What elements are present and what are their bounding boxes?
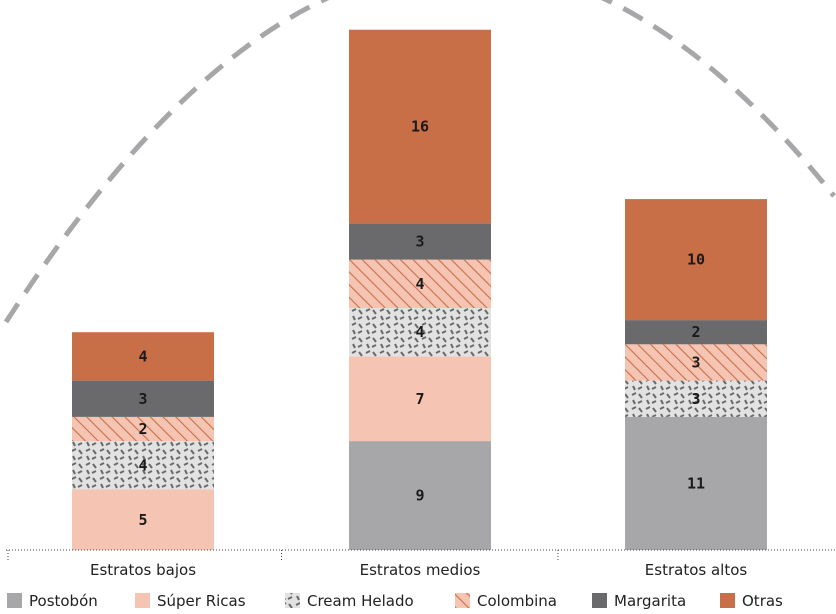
bar-estratos-medios-otras [349, 29, 491, 224]
legend-label-margarita: Margarita [614, 592, 686, 610]
legend-item-otras: Otras [720, 592, 783, 610]
bar-estratos-bajos-otras [72, 332, 214, 381]
legend-swatch-otras [720, 593, 735, 608]
bar-estratos-altos-colombina [625, 344, 767, 381]
bar-estratos-medios-cream-helado [349, 308, 491, 357]
dashed-arc-annotation [3, 0, 836, 324]
category-label-estratos-bajos: Estratos bajos [90, 561, 196, 579]
data-label-estratos-medios-cream-helado: 4 [415, 323, 424, 341]
data-label-estratos-medios-margarita: 3 [415, 232, 424, 250]
data-label-estratos-bajos-otras: 4 [138, 347, 147, 365]
legend-item-margarita: Margarita [592, 592, 686, 610]
category-label-estratos-medios: Estratos medios [360, 561, 481, 579]
legend-item-cream-helado: Cream Helado [285, 592, 414, 610]
legend-label-super-ricas: Súper Ricas [157, 592, 246, 610]
data-label-estratos-medios-super-ricas: 7 [415, 390, 424, 408]
legend-label-colombina: Colombina [477, 592, 557, 610]
data-label-estratos-bajos-margarita: 3 [138, 390, 147, 408]
legend-item-super-ricas: Súper Ricas [135, 592, 246, 610]
legend-swatch-cream-helado [285, 593, 300, 608]
legend-label-postobon: Postobón [29, 592, 98, 610]
bar-estratos-medios-super-ricas [349, 356, 491, 442]
bar-estratos-bajos-super-ricas [72, 489, 214, 550]
bar-estratos-altos-otras [625, 199, 767, 321]
legend-swatch-super-ricas [135, 593, 150, 608]
legend-item-postobon: Postobón [7, 592, 98, 610]
bar-estratos-bajos-margarita [72, 380, 214, 417]
data-label-estratos-altos-postobon: 11 [687, 474, 705, 492]
data-label-estratos-medios-otras: 16 [411, 118, 429, 136]
legend-swatch-colombina [455, 593, 470, 608]
bar-estratos-medios-postobon [349, 441, 491, 550]
legend-swatch-postobon [7, 593, 22, 608]
data-label-estratos-bajos-super-ricas: 5 [138, 511, 147, 529]
data-label-estratos-altos-otras: 10 [687, 251, 705, 269]
bar-estratos-medios-colombina [349, 259, 491, 308]
legend-label-otras: Otras [742, 592, 783, 610]
data-label-estratos-medios-postobon: 9 [415, 487, 424, 505]
data-label-estratos-bajos-colombina: 2 [138, 420, 147, 438]
bar-estratos-bajos-cream-helado [72, 441, 214, 490]
data-label-estratos-altos-margarita: 2 [691, 323, 700, 341]
bar-estratos-altos-cream-helado [625, 380, 767, 417]
legend-swatch-margarita [592, 593, 607, 608]
data-label-estratos-medios-colombina: 4 [415, 275, 424, 293]
legend-label-cream-helado: Cream Helado [307, 592, 414, 610]
bar-estratos-altos-postobon [625, 416, 767, 550]
category-label-estratos-altos: Estratos altos [645, 561, 748, 579]
data-label-estratos-bajos-cream-helado: 4 [138, 456, 147, 474]
bars-layer: 05423497443161133210 [72, 29, 767, 553]
bar-estratos-altos-margarita [625, 320, 767, 345]
legend-item-colombina: Colombina [455, 592, 557, 610]
bar-estratos-medios-margarita [349, 223, 491, 260]
category-labels: Estratos bajos Estratos medios Estratos al… [7, 550, 748, 579]
data-label-estratos-altos-cream-helado: 3 [691, 390, 700, 408]
bar-estratos-bajos-colombina [72, 416, 214, 442]
data-label-estratos-altos-colombina: 3 [691, 353, 700, 371]
legend: Postobón Súper Ricas Cream Helado Colombina… [7, 592, 783, 610]
